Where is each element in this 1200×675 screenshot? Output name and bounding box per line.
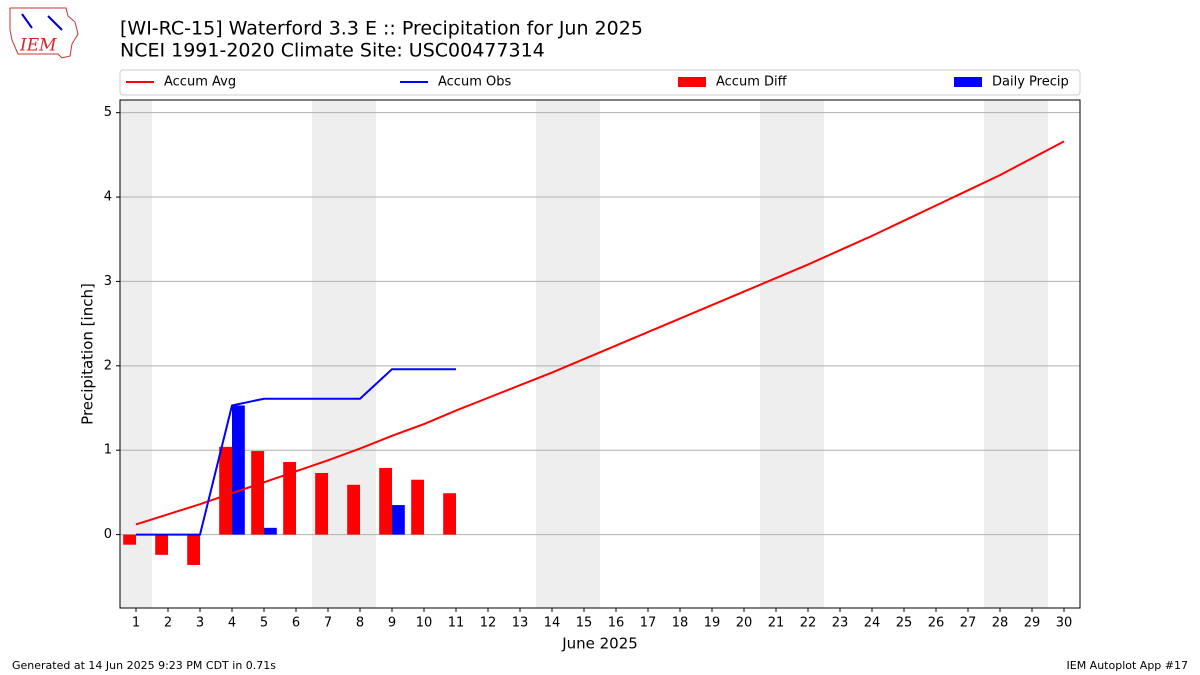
weekend-shade	[984, 100, 1048, 608]
x-tick-label: 24	[864, 616, 881, 631]
legend-label: Daily Precip	[992, 75, 1069, 90]
bar	[379, 467, 392, 535]
x-tick-label: 7	[324, 616, 332, 631]
x-tick-label: 6	[292, 616, 300, 631]
chart-subtitle: NCEI 1991-2020 Climate Site: USC00477314	[120, 40, 545, 62]
x-axis-label: June 2025	[561, 635, 638, 653]
x-tick-label: 19	[704, 616, 721, 631]
y-axis-label: Precipitation [inch]	[79, 283, 97, 425]
legend-label: Accum Diff	[716, 75, 788, 90]
footer-right: IEM Autoplot App #17	[1067, 659, 1189, 672]
bar	[232, 405, 245, 535]
chart-title: [WI-RC-15] Waterford 3.3 E :: Precipitat…	[120, 18, 643, 40]
line	[136, 368, 456, 536]
x-tick-label: 29	[1024, 616, 1041, 631]
y-tick-label: 1	[104, 443, 112, 458]
bar	[123, 534, 136, 545]
x-tick-label: 25	[896, 616, 913, 631]
bar	[251, 451, 264, 535]
plot-area	[120, 100, 1080, 608]
plot-frame	[119, 99, 1081, 609]
x-tick-label: 11	[448, 616, 465, 631]
bar	[187, 534, 200, 565]
logo-icon	[47, 15, 63, 31]
x-tick-label: 27	[960, 616, 977, 631]
x-tick-label: 5	[260, 616, 268, 631]
x-tick-label: 10	[416, 616, 433, 631]
y-tick-label: 3	[104, 274, 112, 289]
x-tick-label: 30	[1056, 616, 1073, 631]
x-tick-label: 18	[672, 616, 689, 631]
x-tick-label: 12	[480, 616, 497, 631]
x-tick-label: 9	[388, 616, 396, 631]
x-tick-label: 17	[640, 616, 657, 631]
bar	[264, 527, 277, 535]
x-tick-label: 20	[736, 616, 753, 631]
y-tick-label: 5	[104, 105, 112, 120]
legend-box	[119, 69, 1081, 96]
x-tick-label: 3	[196, 616, 204, 631]
bar	[315, 472, 328, 535]
x-tick-label: 8	[356, 616, 364, 631]
y-tick-label: 4	[104, 190, 112, 205]
x-tick-label: 21	[768, 616, 785, 631]
bar	[155, 534, 168, 555]
bar	[283, 462, 296, 535]
x-tick-label: 28	[992, 616, 1009, 631]
logo-text: IEM	[19, 36, 57, 56]
x-tick-label: 2	[164, 616, 172, 631]
x-tick-label: 14	[544, 616, 561, 631]
logo-icon	[21, 13, 33, 29]
bar	[219, 446, 232, 535]
x-tick-label: 4	[228, 616, 236, 631]
bar	[347, 484, 360, 535]
x-tick-label: 26	[928, 616, 945, 631]
x-tick-label: 13	[512, 616, 529, 631]
x-tick-label: 23	[832, 616, 849, 631]
weekend-shade	[120, 100, 152, 608]
legend-label: Accum Obs	[438, 75, 511, 90]
x-tick-label: 15	[576, 616, 593, 631]
bar	[392, 505, 405, 535]
y-tick-label: 2	[104, 358, 112, 373]
bar	[411, 479, 424, 535]
x-tick-label: 1	[132, 616, 140, 631]
legend-label: Accum Avg	[164, 75, 236, 90]
bar	[443, 493, 456, 535]
legend-swatch	[954, 77, 982, 87]
logo: IEM	[9, 7, 79, 59]
x-tick-label: 22	[800, 616, 817, 631]
line	[135, 140, 1065, 526]
x-tick-label: 16	[608, 616, 625, 631]
weekend-shade	[536, 100, 600, 608]
weekend-shade	[760, 100, 824, 608]
legend-swatch	[678, 77, 706, 87]
y-tick-label: 0	[104, 527, 112, 542]
footer-left: Generated at 14 Jun 2025 9:23 PM CDT in …	[12, 659, 276, 672]
